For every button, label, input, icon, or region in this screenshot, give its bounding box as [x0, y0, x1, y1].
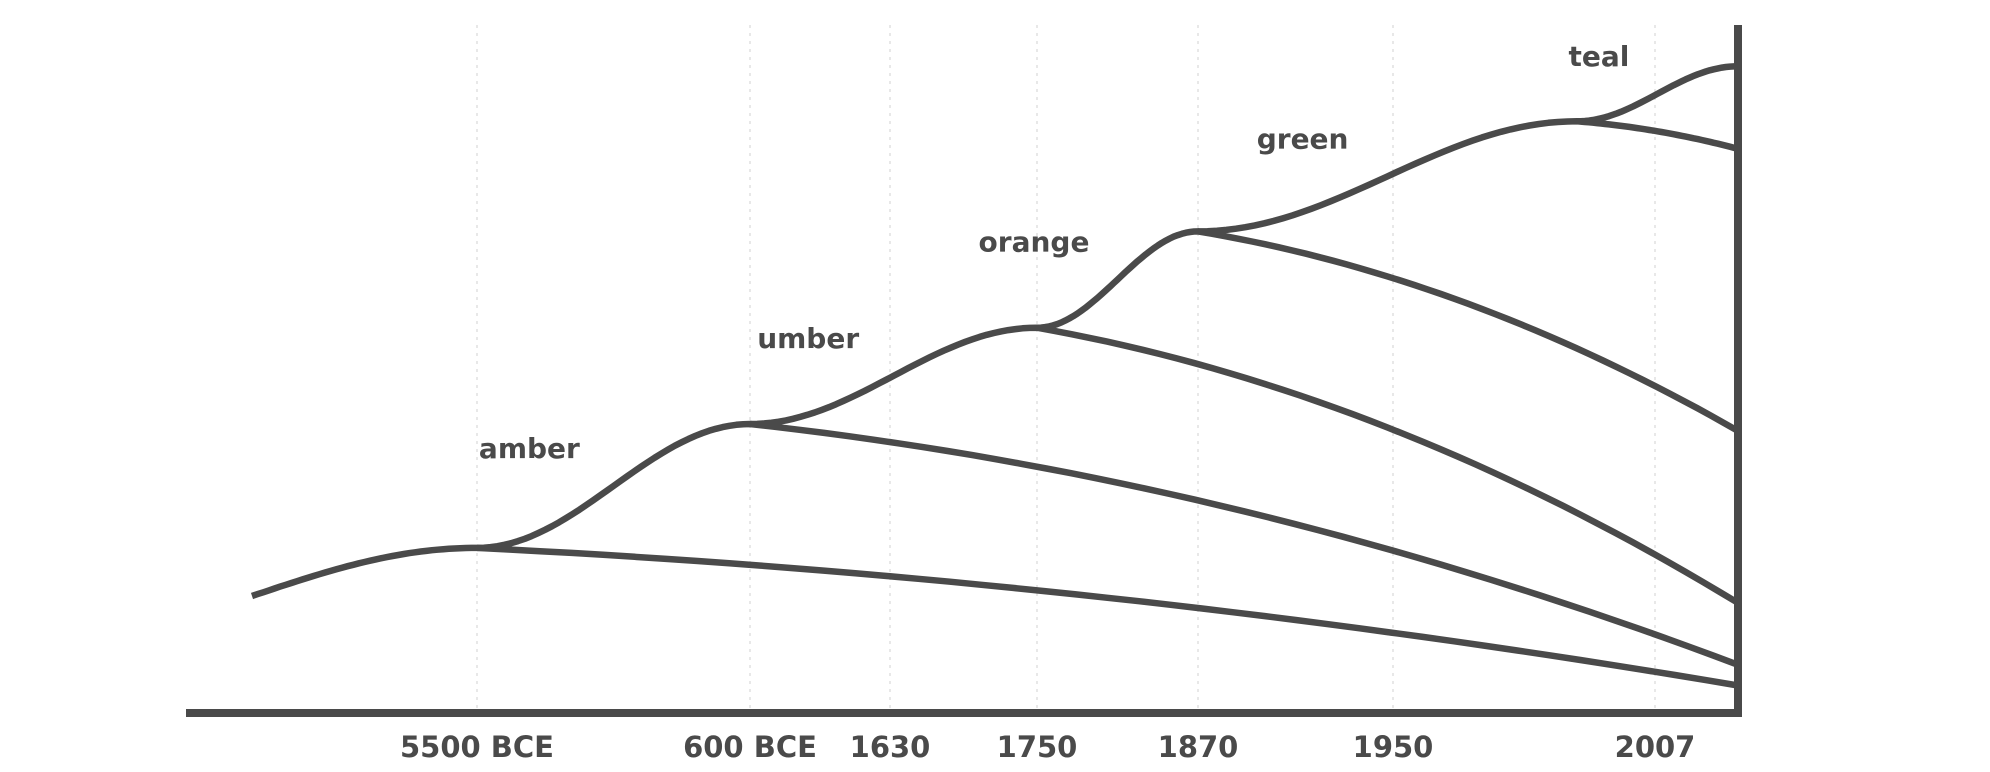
- x-tick-labels: 5500 BCE 600 BCE 1630 1750 1870 1950 2007: [400, 730, 1695, 764]
- x-tick-label: 1750: [997, 730, 1078, 764]
- x-tick-label: 2007: [1615, 730, 1696, 764]
- series-label-teal: teal: [1568, 40, 1629, 73]
- x-tick-label: 1630: [850, 730, 931, 764]
- series-line-umber: [749, 324, 1740, 606]
- series-label-orange: orange: [979, 226, 1090, 259]
- series-line-teal: [1576, 63, 1739, 125]
- series-label-amber: amber: [479, 432, 580, 465]
- series-line-base: [250, 544, 1739, 689]
- plot-area: [250, 63, 1740, 689]
- series-label-green: green: [1257, 122, 1349, 155]
- grid-lines: [476, 25, 1656, 712]
- x-tick-label: 5500 BCE: [400, 730, 554, 764]
- series-line-orange: [1036, 228, 1740, 434]
- series-labels: amber umber orange green teal: [479, 40, 1629, 465]
- series-label-umber: umber: [757, 322, 859, 355]
- x-tick-label: 1950: [1353, 730, 1434, 764]
- x-tick-label: 1870: [1158, 730, 1239, 764]
- x-tick-label: 600 BCE: [683, 730, 817, 764]
- series-line-amber: [476, 420, 1740, 668]
